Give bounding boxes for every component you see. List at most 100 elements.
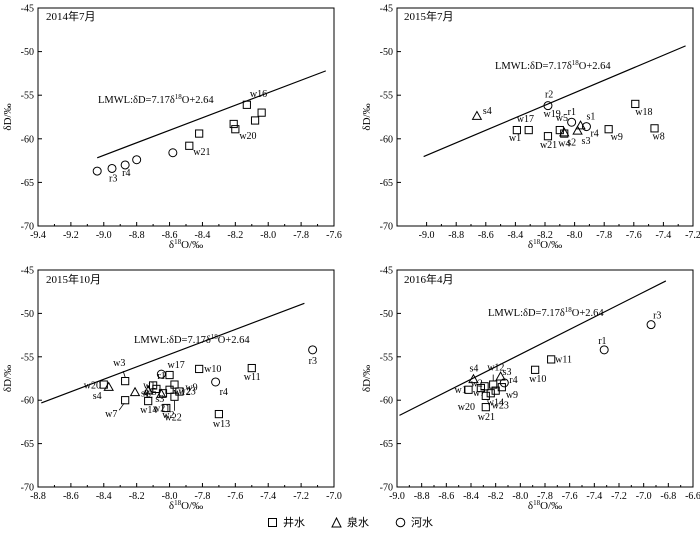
spring-point bbox=[103, 381, 114, 391]
well-point bbox=[121, 396, 130, 405]
well-point bbox=[231, 125, 240, 134]
spring-point bbox=[575, 120, 586, 130]
y-tick-label: -50 bbox=[21, 309, 34, 320]
y-axis-label: δD/‰ bbox=[361, 103, 373, 130]
y-tick-label: -65 bbox=[21, 439, 34, 450]
point-label: s3 bbox=[155, 394, 164, 405]
y-tick-label: -60 bbox=[21, 134, 34, 145]
lmwl-label: LMWL:δD=7.17δ18O+2.64 bbox=[98, 93, 214, 106]
x-axis-label: δ18O/‰ bbox=[169, 238, 203, 251]
point-label: r3 bbox=[309, 356, 317, 367]
well-point bbox=[250, 116, 260, 125]
x-tick-label: -8.8 bbox=[30, 491, 46, 502]
y-tick-label: -45 bbox=[21, 266, 34, 277]
x-tick-label: -7.8 bbox=[537, 491, 553, 502]
river-point bbox=[156, 369, 166, 379]
river-point bbox=[499, 378, 509, 388]
well-point bbox=[229, 119, 238, 129]
lmwl-line bbox=[41, 302, 305, 404]
well-point bbox=[175, 387, 184, 396]
point-label: w2 bbox=[471, 378, 483, 389]
spring-point bbox=[156, 388, 167, 398]
legend: 井水 泉水 河水 bbox=[0, 512, 700, 532]
point-label: w21 bbox=[193, 147, 210, 158]
lmwl-label: LMWL:δD=7.17δ18O+2.64 bbox=[495, 59, 611, 72]
point-label: s4 bbox=[93, 391, 102, 402]
x-tick-label: -7.6 bbox=[626, 230, 642, 241]
point-label: r3 bbox=[653, 311, 661, 322]
x-tick-label: -8.2 bbox=[488, 491, 504, 502]
x-tick-label: -9.0 bbox=[389, 491, 405, 502]
point-label: r4 bbox=[122, 168, 130, 179]
y-tick-label: -70 bbox=[21, 222, 34, 233]
river-point bbox=[567, 117, 577, 127]
x-tick-label: -8.4 bbox=[195, 230, 211, 241]
x-tick-label: -8.6 bbox=[478, 230, 494, 241]
y-axis-label: δD/‰ bbox=[361, 365, 373, 392]
x-tick-label: -8.4 bbox=[96, 491, 112, 502]
lmwl-label: LMWL:δD=7.17δ18O+2.64 bbox=[488, 306, 604, 319]
y-tick-label: -50 bbox=[380, 309, 393, 320]
point-label: r3 bbox=[109, 173, 117, 184]
y-axis-label: δD/‰ bbox=[2, 365, 14, 392]
y-tick-label: -45 bbox=[380, 4, 393, 15]
point-label: w17 bbox=[517, 114, 534, 125]
well-point bbox=[512, 125, 521, 135]
x-tick-label: -7.6 bbox=[326, 230, 342, 241]
y-tick-label: -65 bbox=[380, 439, 393, 450]
x-tick-label: -8.8 bbox=[129, 230, 145, 241]
point-label: r1 bbox=[598, 336, 606, 347]
plot-frame bbox=[37, 7, 335, 227]
point-label: w2 bbox=[162, 410, 174, 421]
well-point bbox=[486, 389, 495, 398]
y-tick-label: -55 bbox=[21, 91, 34, 102]
y-tick-label: -65 bbox=[380, 178, 393, 189]
point-label: w13 bbox=[213, 419, 230, 430]
point-label: s3 bbox=[503, 367, 512, 378]
y-tick-label: -60 bbox=[21, 396, 34, 407]
legend-label-spring: 泉水 bbox=[347, 517, 369, 529]
lmwl-label: LMWL:δD=7.17δ18O+2.64 bbox=[134, 333, 250, 346]
y-tick-label: -45 bbox=[21, 4, 34, 15]
well-point bbox=[247, 363, 256, 373]
point-label: r4 bbox=[220, 387, 228, 398]
point-label: w1 bbox=[455, 385, 467, 396]
x-axis-label: δ18O/‰ bbox=[528, 499, 562, 510]
point-label: r4 bbox=[509, 375, 517, 386]
x-tick-label: -8.2 bbox=[537, 230, 553, 241]
leader-line bbox=[122, 370, 126, 378]
y-tick-label: -70 bbox=[21, 483, 34, 494]
well-point bbox=[604, 125, 613, 134]
point-label: w14 bbox=[487, 397, 504, 408]
spring-point bbox=[558, 127, 570, 137]
point-label: w11 bbox=[555, 354, 572, 365]
well-point bbox=[162, 403, 171, 413]
point-label: w12 bbox=[174, 387, 191, 398]
point-label: w4 bbox=[558, 139, 570, 150]
x-tick-label: -7.4 bbox=[586, 491, 602, 502]
well-point bbox=[152, 384, 161, 394]
x-tick-label: -8.4 bbox=[507, 230, 523, 241]
x-tick-label: -7.8 bbox=[195, 491, 211, 502]
well-point bbox=[481, 391, 490, 400]
river-point bbox=[211, 377, 221, 387]
point-label: w12 bbox=[487, 363, 504, 374]
point-label: w7 bbox=[473, 388, 485, 399]
x-tick-label: -7.6 bbox=[562, 491, 578, 502]
point-label: r1 bbox=[568, 107, 576, 118]
x-tick-label: -7.0 bbox=[326, 491, 342, 502]
point-label: s1 bbox=[587, 112, 596, 123]
spring-point bbox=[572, 125, 583, 135]
x-axis-label: δ18O/‰ bbox=[169, 499, 203, 510]
panel-title: 2016年4月 bbox=[404, 272, 454, 286]
point-label: r1 bbox=[157, 371, 165, 382]
point-label: w9 bbox=[611, 132, 623, 143]
well-point bbox=[531, 365, 540, 374]
river-point bbox=[308, 345, 318, 355]
x-tick-label: -7.8 bbox=[293, 230, 309, 241]
well-point bbox=[524, 125, 533, 135]
well-point bbox=[547, 355, 556, 364]
point-label: w5 bbox=[556, 113, 568, 124]
y-tick-label: -70 bbox=[380, 483, 393, 494]
point-label: w21 bbox=[540, 140, 557, 151]
